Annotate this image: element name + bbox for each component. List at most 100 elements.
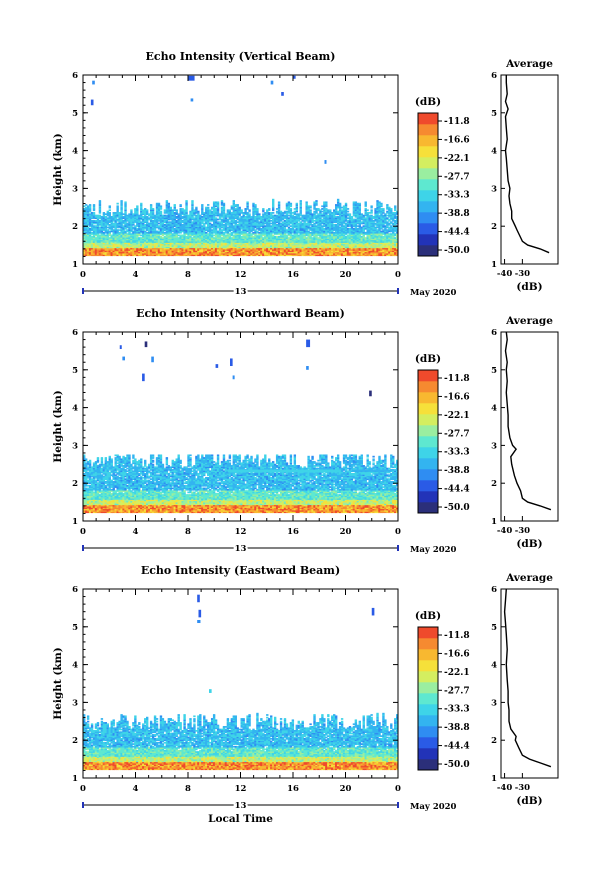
heatmap-cell: [193, 217, 196, 220]
heatmap-cell: [207, 229, 210, 231]
heatmap-cell: [305, 201, 308, 204]
heatmap-cell: [187, 241, 190, 243]
heatmap-cell: [236, 204, 239, 206]
heatmap-cell: [94, 237, 98, 239]
heatmap-cell: [96, 225, 100, 227]
heatmap-cell: [94, 242, 98, 245]
heatmap-cell: [146, 242, 149, 245]
heatmap-cell: [116, 242, 119, 245]
heatmap-cell: [189, 249, 192, 251]
heatmap-cell: [159, 215, 163, 218]
heatmap-cell: [136, 222, 139, 225]
heatmap-cell: [88, 204, 92, 206]
heatmap-cell: [88, 217, 92, 220]
heatmap-cell: [157, 214, 161, 217]
heatmap-cell: [157, 215, 161, 218]
heatmap-cell: [181, 235, 184, 238]
heatmap-cell: [126, 214, 129, 217]
heatmap-cell: [195, 242, 198, 245]
heatmap-cell: [151, 246, 155, 249]
heatmap-cell: [136, 205, 139, 208]
heatmap-cell: [140, 213, 143, 216]
heatmap-cell: [210, 229, 214, 231]
heatmap-cell: [165, 208, 169, 210]
heatmap-cell: [191, 245, 194, 247]
heatmap-cell: [201, 238, 204, 241]
heatmap-cell: [157, 233, 161, 235]
heatmap-cell: [88, 213, 92, 216]
heatmap-cell: [84, 247, 88, 250]
heatmap-cell: [136, 221, 139, 224]
heatmap-cell: [205, 212, 208, 214]
heatmap-cell: [155, 205, 159, 208]
heatmap-cell: [134, 233, 137, 235]
heatmap-cell: [151, 221, 155, 224]
heatmap-cell: [96, 214, 100, 217]
heatmap-cell: [201, 234, 204, 237]
heatmap-cell: [120, 245, 123, 247]
heatmap-cell: [108, 221, 111, 224]
heatmap-cell: [183, 245, 186, 247]
heatmap-cell: [102, 241, 106, 243]
heatmap-cell: [92, 229, 96, 231]
heatmap-cell: [153, 221, 157, 224]
heatmap-cell: [201, 222, 204, 225]
heatmap-cell: [195, 253, 198, 255]
heatmap-cell: [132, 221, 135, 224]
heatmap-cell: [136, 238, 139, 241]
heatmap-cell: [94, 234, 98, 237]
heatmap-cell: [169, 215, 172, 218]
heatmap-cell: [165, 217, 169, 220]
heatmap-cell: [209, 239, 212, 242]
heatmap-cell: [155, 247, 159, 250]
heatmap-cell: [83, 238, 86, 241]
heatmap-cell: [177, 229, 180, 231]
heatmap-cell: [191, 241, 194, 243]
heatmap-cell: [100, 218, 104, 221]
heatmap-cell: [140, 247, 143, 250]
heatmap-cell: [177, 251, 180, 254]
heatmap-cell: [144, 218, 147, 221]
heatmap-cell: [140, 231, 143, 234]
heatmap-cell: [102, 242, 106, 245]
heatmap-cell: [193, 246, 196, 249]
heatmap-cell: [132, 254, 135, 257]
heatmap-cell: [203, 246, 206, 249]
heatmap-cell: [144, 226, 147, 229]
heatmap-cell: [171, 243, 174, 246]
heatmap-cell: [165, 210, 169, 213]
heatmap-cell: [199, 238, 202, 241]
heatmap-cell: [209, 215, 212, 218]
heatmap-cell: [163, 254, 167, 257]
heatmap-cell: [191, 218, 194, 221]
heatmap-cell: [165, 223, 169, 226]
heatmap-cell: [336, 198, 340, 201]
heatmap-cell: [92, 212, 96, 214]
heatmap-cell: [134, 237, 137, 239]
heatmap-cell: [203, 235, 206, 238]
heatmap-cell: [112, 219, 115, 222]
heatmap-cell: [155, 253, 159, 255]
heatmap-cell: [112, 239, 115, 242]
heatmap-cell: [122, 245, 125, 247]
heatmap-cell: [169, 206, 172, 209]
heatmap-cell: [149, 249, 153, 251]
heatmap-cell: [128, 245, 131, 247]
heatmap-cell: [100, 231, 104, 234]
heatmap-cell: [100, 223, 104, 226]
heatmap-cell: [140, 210, 143, 213]
heatmap-cell: [187, 238, 190, 241]
heatmap-cell: [92, 227, 96, 230]
heatmap-cell: [179, 221, 182, 224]
heatmap-cell: [159, 225, 163, 227]
heatmap-cell: [209, 247, 212, 250]
heatmap-cell: [173, 254, 176, 257]
heatmap-cell: [169, 247, 172, 250]
heatmap-cell: [169, 242, 172, 245]
heatmap-cell: [98, 241, 102, 243]
heatmap-cell: [207, 249, 210, 251]
heatmap-cell: [183, 219, 186, 222]
heatmap-cell: [165, 212, 169, 214]
heatmap-cell: [161, 242, 165, 245]
heatmap-cell: [108, 231, 111, 234]
